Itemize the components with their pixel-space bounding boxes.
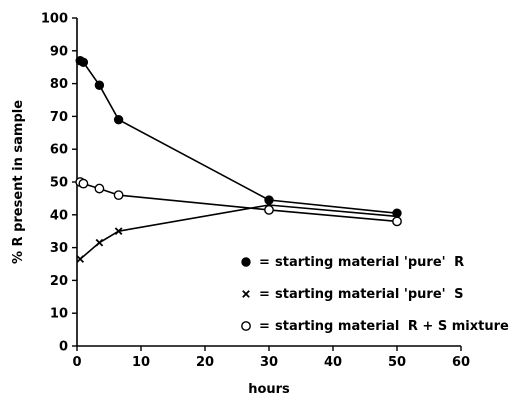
series-1 [76, 201, 401, 263]
data-point-open-circle [78, 178, 89, 189]
x-tick-label: 30 [260, 355, 278, 370]
legend-label-prefix: starting material 'pure' [275, 255, 450, 270]
legend-label-suffix: R [454, 255, 464, 270]
x-tick-label: 10 [132, 355, 150, 370]
data-point-open-circle [241, 321, 251, 331]
data-point-cross [114, 227, 123, 236]
x-tick-label: 50 [388, 355, 406, 370]
series-layer [75, 55, 402, 263]
y-tick-label: 60 [50, 143, 68, 158]
data-point-cross [242, 290, 250, 298]
y-axis-title: % R present in sample [11, 100, 26, 264]
legend: = starting material 'pure' R = starting mat… [241, 255, 509, 334]
series-line [79, 181, 398, 223]
series-line [79, 59, 398, 214]
x-tick-label: 0 [72, 355, 81, 370]
data-point-filled-circle [113, 114, 124, 125]
data-point-cross [95, 238, 104, 247]
legend-label-suffix: S [454, 287, 463, 302]
x-tick-label: 40 [324, 355, 342, 370]
legend-separator: = [259, 319, 270, 334]
y-tick-label: 30 [50, 241, 68, 256]
legend-label-prefix: starting material 'pure' [275, 287, 450, 302]
series-line [79, 204, 398, 260]
y-tick-label: 10 [50, 307, 68, 322]
y-axis-ticks: 0 10 20 30 40 50 60 70 80 90 100 [41, 12, 77, 355]
data-point-filled-circle [94, 80, 105, 90]
data-point-open-circle [94, 183, 105, 194]
series-0 [75, 55, 402, 218]
y-tick-label: 0 [59, 340, 68, 355]
legend-separator: = [259, 287, 270, 302]
legend-item: = starting material 'pure' R [241, 255, 464, 270]
data-point-filled-circle [241, 257, 251, 267]
y-tick-label: 50 [50, 176, 68, 191]
x-tick-label: 20 [196, 355, 214, 370]
data-point-cross [76, 255, 85, 263]
y-tick-label: 70 [50, 110, 68, 125]
legend-item: = starting material 'pure' S [242, 287, 464, 302]
data-point-filled-circle [78, 57, 89, 67]
legend-separator: = [259, 255, 270, 270]
legend-label: starting material 'pure' R [275, 255, 464, 270]
data-point-open-circle [264, 204, 274, 215]
y-tick-label: 80 [50, 77, 68, 92]
legend-label-prefix: starting material [275, 319, 404, 334]
y-tick-label: 100 [41, 12, 68, 27]
y-tick-label: 90 [50, 44, 68, 59]
y-tick-label: 40 [50, 208, 68, 223]
y-tick-label: 20 [50, 274, 68, 289]
x-tick-label: 60 [452, 355, 470, 370]
data-point-open-circle [113, 190, 124, 201]
legend-label: starting material R + S mixture [275, 319, 509, 334]
legend-item: = starting material R + S mixture [241, 319, 509, 334]
legend-label: starting material 'pure' S [275, 287, 464, 302]
legend-label-suffix: R + S mixture [408, 319, 509, 334]
data-point-open-circle [392, 216, 402, 227]
x-axis-title: hours [248, 382, 290, 397]
series-2 [75, 177, 402, 227]
x-axis-ticks: 0 10 20 30 40 50 60 [72, 346, 470, 370]
